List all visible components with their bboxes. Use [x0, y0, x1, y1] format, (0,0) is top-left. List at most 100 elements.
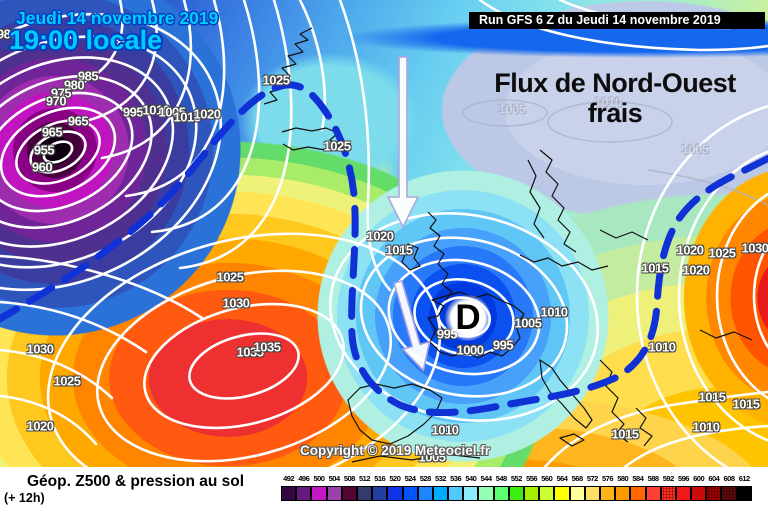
colorbar-cell — [311, 486, 327, 501]
colorbar-tick-value: 524 — [404, 474, 417, 483]
colorbar-cell — [387, 486, 403, 501]
colorbar-tick-value: 612 — [738, 474, 751, 483]
pressure-label: 1015 — [611, 426, 639, 442]
pressure-label: 1000 — [456, 342, 484, 358]
pressure-label: 970 — [45, 93, 67, 109]
contour-overlay — [0, 27, 768, 463]
legend-title: Géop. Z500 & pression au sol — [27, 473, 245, 490]
colorbar-cell — [417, 486, 433, 501]
pressure-label: 975 — [50, 85, 72, 101]
colorbar-tick-value: 508 — [343, 474, 356, 483]
pressure-label: 1025 — [53, 373, 81, 389]
pressure-label: 980 — [0, 26, 18, 42]
pressure-label: 1010 — [594, 94, 622, 110]
pressure-label: 1015 — [698, 389, 726, 405]
colorbar-tick-value: 532 — [434, 474, 447, 483]
flow-arrow-south — [393, 279, 431, 373]
colorbar-tick-value: 544 — [480, 474, 493, 483]
pressure-label: 1015 — [173, 109, 201, 125]
colorbar-tick: 564 — [554, 473, 570, 501]
colorbar-tick: 580 — [615, 473, 631, 501]
colorbar-cell — [599, 486, 616, 501]
colorbar-cell — [691, 486, 707, 501]
colorbar-cell — [478, 486, 494, 501]
colorbar-cell — [448, 486, 464, 501]
colorbar-cell — [402, 486, 418, 501]
colorbar-tick-value: 552 — [510, 474, 523, 483]
colorbar-cell — [736, 486, 752, 501]
colorbar-tick-value: 516 — [374, 474, 386, 483]
colorbar-cell — [706, 486, 722, 501]
flux-annotation-line2: frais — [587, 98, 643, 128]
colorbar-tick: 600 — [691, 473, 707, 501]
colorbar-tick-value: 600 — [693, 474, 705, 483]
flux-annotation-line1: Flux de Nord-Ouest — [494, 68, 736, 98]
colorbar-tick: 604 — [706, 473, 722, 501]
colorbar-tick: 496 — [296, 473, 312, 501]
pressure-label: 955 — [33, 142, 55, 158]
colorbar-tick-value: 548 — [495, 474, 508, 483]
pressure-label: 1035 — [236, 344, 264, 360]
colorbar-cell — [326, 486, 342, 501]
colorbar-cell — [630, 486, 646, 501]
colorbar-cell — [508, 486, 524, 501]
colorbar-cell — [721, 486, 737, 501]
pressure-label: 1025 — [708, 245, 736, 261]
colorbar-tick: 596 — [675, 473, 692, 501]
colorbar-tick: 584 — [630, 473, 646, 501]
colorbar-cell — [463, 486, 479, 501]
pressure-label: 965 — [41, 124, 63, 140]
colorbar-cell — [432, 486, 449, 501]
colorbar-tick: 528 — [417, 473, 433, 501]
colorbar-tick: 504 — [326, 473, 342, 501]
copyright-text: Copyright © 2019 Meteociel.fr — [300, 443, 490, 458]
colorbar-cell — [675, 486, 692, 501]
colorbar-tick: 540 — [463, 473, 479, 501]
pressure-label: 1025 — [216, 269, 244, 285]
colorbar-tick: 556 — [524, 473, 540, 501]
colorbar-tick-value: 592 — [662, 474, 675, 483]
pressure-label: 1015 — [641, 260, 669, 276]
colorbar-tick-value: 556 — [526, 474, 538, 483]
colorbar-tick: 520 — [387, 473, 403, 501]
trough-dashed-line — [0, 81, 768, 417]
colorbar-tick: 524 — [402, 473, 418, 501]
colorbar-tick: 588 — [645, 473, 661, 501]
colorbar-cell — [569, 486, 585, 501]
colorbar-tick-value: 520 — [389, 474, 401, 483]
colorbar-tick-value: 536 — [450, 474, 462, 483]
valid-date-text: Jeudi 14 novembre 2019 — [16, 8, 219, 28]
colorbar-tick-value: 604 — [708, 474, 720, 483]
colorbar-tick-value: 580 — [617, 474, 629, 483]
colorbar-tick: 568 — [569, 473, 585, 501]
valid-time-text: 19:00 locale — [9, 25, 163, 55]
pressure-label: 1010 — [648, 339, 676, 355]
colorbar-tick: 500 — [311, 473, 327, 501]
colorbar-tick-value: 568 — [571, 474, 584, 483]
colorbar-cell — [584, 486, 600, 501]
pressure-label: 965 — [67, 113, 89, 129]
colorbar-tick-value: 560 — [541, 474, 553, 483]
pressure-label: 1005 — [681, 141, 709, 157]
colorbar-tick: 608 — [721, 473, 737, 501]
colorbar-tick: 552 — [508, 473, 524, 501]
colorbar-tick: 576 — [599, 473, 616, 501]
pressure-label: 1015 — [385, 242, 413, 258]
colorbar-tick-value: 588 — [647, 474, 660, 483]
pressure-label: 1005 — [158, 104, 186, 120]
pressure-label: 1010 — [431, 422, 459, 438]
pressure-label: 985 — [77, 68, 99, 84]
low-pressure-marker: D — [445, 295, 491, 341]
colorbar-tick-value: 500 — [313, 474, 325, 483]
colorbar-tick: 492 — [281, 473, 297, 501]
flow-arrow-north — [386, 56, 420, 229]
colorbar-tick-value: 528 — [419, 474, 432, 483]
model-run-banner: Run GFS 6 Z du Jeudi 14 novembre 2019 — [469, 12, 765, 29]
legend-forecast-offset: (+ 12h) — [4, 491, 45, 505]
pressure-label: 1005 — [418, 449, 446, 465]
colorbar-tick: 612 — [736, 473, 752, 501]
colorbar-tick-value: 572 — [586, 474, 599, 483]
colorbar-tick: 544 — [478, 473, 494, 501]
geopotential-colorbar: 492 496 500 504 508 512 516 520 524 528 532 536 540 5… — [281, 467, 768, 512]
